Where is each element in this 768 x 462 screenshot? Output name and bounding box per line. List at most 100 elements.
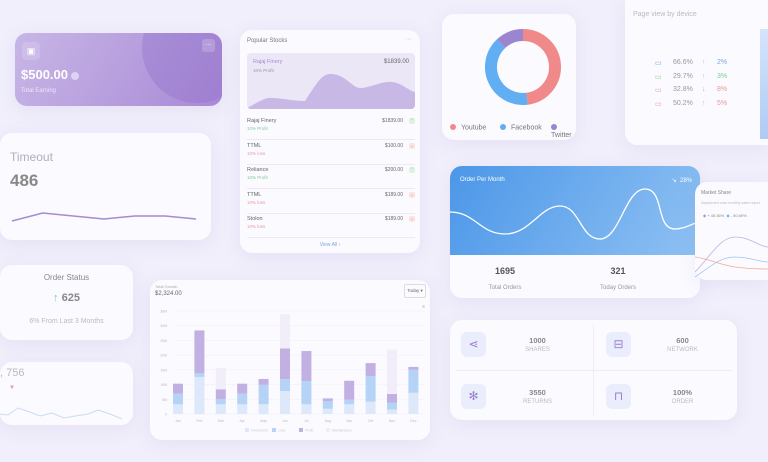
bag-icon: ⊓: [606, 384, 631, 409]
market-a: + 45.36%: [707, 213, 725, 218]
bar-profit-aug[interactable]: [322, 398, 333, 402]
bar-loss-jul[interactable]: [301, 381, 312, 405]
percent-icon: ◆: [703, 213, 707, 218]
stat-label: NETWORK: [667, 347, 698, 353]
device-row: ▭ 32.8% ↓ 8%: [655, 86, 735, 96]
legend-swatch: [299, 428, 303, 432]
bar-profit-jan[interactable]: [173, 383, 183, 394]
bar-loss-apr[interactable]: [237, 393, 248, 405]
bar-profit-sep[interactable]: [344, 380, 355, 400]
x-tick-label: Mar: [218, 419, 225, 423]
bar-loss-oct[interactable]: [365, 376, 376, 402]
bar-investment-sep[interactable]: [344, 404, 355, 414]
info-icon[interactable]: [71, 71, 79, 80]
donut-slice-twitter[interactable]: [496, 29, 524, 49]
menu-icon[interactable]: ≡: [422, 304, 425, 310]
bar-profit-oct[interactable]: [365, 363, 376, 377]
bar-chart: 0 5M 10M 15M 20M 25M 30M 35M Jan Feb Mar Apr May Jun J…: [160, 310, 425, 433]
stock-row[interactable]: Rajaj Finery 10% Profit $1839.00 ⌃: [247, 116, 415, 140]
stock-price: $189.00: [384, 191, 403, 198]
period-dropdown[interactable]: Today ▾: [404, 284, 426, 298]
legend-loss[interactable]: Loss: [278, 429, 286, 433]
x-tick-label: Feb: [196, 419, 202, 423]
bar-profit-jun[interactable]: [280, 348, 290, 380]
legend-facebook[interactable]: Facebook: [500, 124, 542, 132]
legend-profit[interactable]: Profit: [305, 429, 313, 433]
opm-wave-chart: [450, 188, 700, 240]
device-share: 29.7%: [673, 72, 693, 80]
bar-loss-sep[interactable]: [344, 399, 355, 405]
bar-profit-mar[interactable]: [215, 389, 226, 400]
bar-loss-nov[interactable]: [387, 402, 397, 410]
total-growth-card: Total Growth $2,324.00 Today ▾ ≡ 0 5M 10M 1…: [150, 280, 430, 440]
stat-label: SHARES: [525, 347, 550, 353]
bar-investment-jan[interactable]: [173, 404, 183, 414]
bar-maintenance-mar[interactable]: [215, 367, 226, 390]
device-row: ▭ 50.2% ↑ 5%: [655, 100, 735, 110]
bar-investment-dec[interactable]: [408, 392, 419, 414]
opm-title: Order Per Month: [460, 177, 505, 183]
timeout-sparkline: [11, 212, 197, 222]
tablet-icon: ▭: [655, 87, 662, 94]
bar-maintenance-nov[interactable]: [387, 349, 397, 394]
bar-investment-nov[interactable]: [387, 409, 397, 414]
mobile-icon: ▭: [655, 73, 662, 81]
device-row: ▭ 66.6% ↑ 2%: [655, 59, 735, 69]
stock-row[interactable]: TTML 10% loss $100.00 ⌄: [247, 141, 415, 165]
featured-stock[interactable]: Rajaj Finery 10% Profit $1839.00: [247, 53, 415, 109]
bar-profit-may[interactable]: [258, 378, 269, 385]
more-button[interactable]: …: [202, 39, 215, 52]
scroll-bar: [760, 29, 768, 139]
mini-value: , 756: [0, 367, 25, 379]
more-icon[interactable]: ···: [405, 36, 412, 43]
bar-profit-dec[interactable]: [408, 366, 419, 370]
legend-investment[interactable]: Investment: [251, 429, 268, 433]
featured-area-chart: [247, 73, 415, 109]
y-tick-label: 25M: [160, 339, 167, 343]
arrow-up-icon: ↑: [53, 292, 62, 304]
bar-investment-jul[interactable]: [301, 404, 312, 414]
arrow-up-icon: ↑: [702, 59, 706, 66]
device-share: 32.8%: [673, 86, 693, 93]
growth-value: $2,324.00: [155, 291, 182, 297]
bar-investment-aug[interactable]: [322, 408, 333, 414]
bar-investment-may[interactable]: [258, 404, 269, 414]
chevron-up-icon: ⌃: [409, 167, 415, 173]
bar-profit-feb[interactable]: [194, 330, 205, 374]
bar-loss-aug[interactable]: [322, 401, 333, 409]
stock-row[interactable]: Reliance 10% Profit $200.00 ⌃: [247, 165, 415, 189]
bar-profit-apr[interactable]: [237, 383, 248, 394]
legend-maintenance[interactable]: Maintenance: [332, 429, 352, 433]
order-status-sub: 6% From Last 3 Months: [29, 318, 104, 325]
arrow-up-icon: ↑: [702, 99, 706, 107]
bar-loss-jan[interactable]: [173, 393, 183, 405]
stock-price: $200.00: [384, 167, 403, 173]
bar-profit-jul[interactable]: [301, 351, 312, 382]
view-all-link[interactable]: View All ›: [319, 242, 341, 248]
bar-investment-mar[interactable]: [215, 404, 226, 414]
donut-slice-youtube[interactable]: [522, 29, 561, 105]
desktop-icon: ▭: [655, 60, 662, 67]
order-status-value: 625: [61, 292, 80, 304]
bar-loss-feb[interactable]: [194, 373, 205, 377]
bar-loss-dec[interactable]: [408, 369, 419, 393]
legend-twitter[interactable]: Twitter: [551, 124, 576, 139]
bar-investment-oct[interactable]: [365, 401, 376, 414]
x-tick-label: Jan: [175, 419, 181, 423]
bar-loss-jun[interactable]: [280, 379, 290, 392]
bar-investment-jun[interactable]: [280, 391, 290, 414]
device-change: 5%: [717, 99, 728, 107]
legend-youtube[interactable]: Youtube: [450, 124, 486, 132]
stat-shares: ⋖ 1000 SHARES: [450, 320, 593, 370]
stock-row[interactable]: TTML 10% loss $189.00 ⌄: [247, 190, 415, 214]
bar-investment-apr[interactable]: [237, 404, 248, 414]
trend-icon: ↘: [671, 178, 680, 184]
bar-investment-feb[interactable]: [194, 376, 205, 414]
bar-maintenance-jun[interactable]: [280, 314, 290, 349]
bar-loss-may[interactable]: [258, 384, 269, 405]
stock-sub: 10% loss: [247, 224, 266, 229]
donut-slice-facebook[interactable]: [485, 39, 528, 105]
bar-loss-mar[interactable]: [215, 399, 226, 405]
stock-row[interactable]: Stolon 10% loss $189.00 ⌄: [247, 214, 415, 238]
bar-profit-nov[interactable]: [387, 393, 397, 403]
